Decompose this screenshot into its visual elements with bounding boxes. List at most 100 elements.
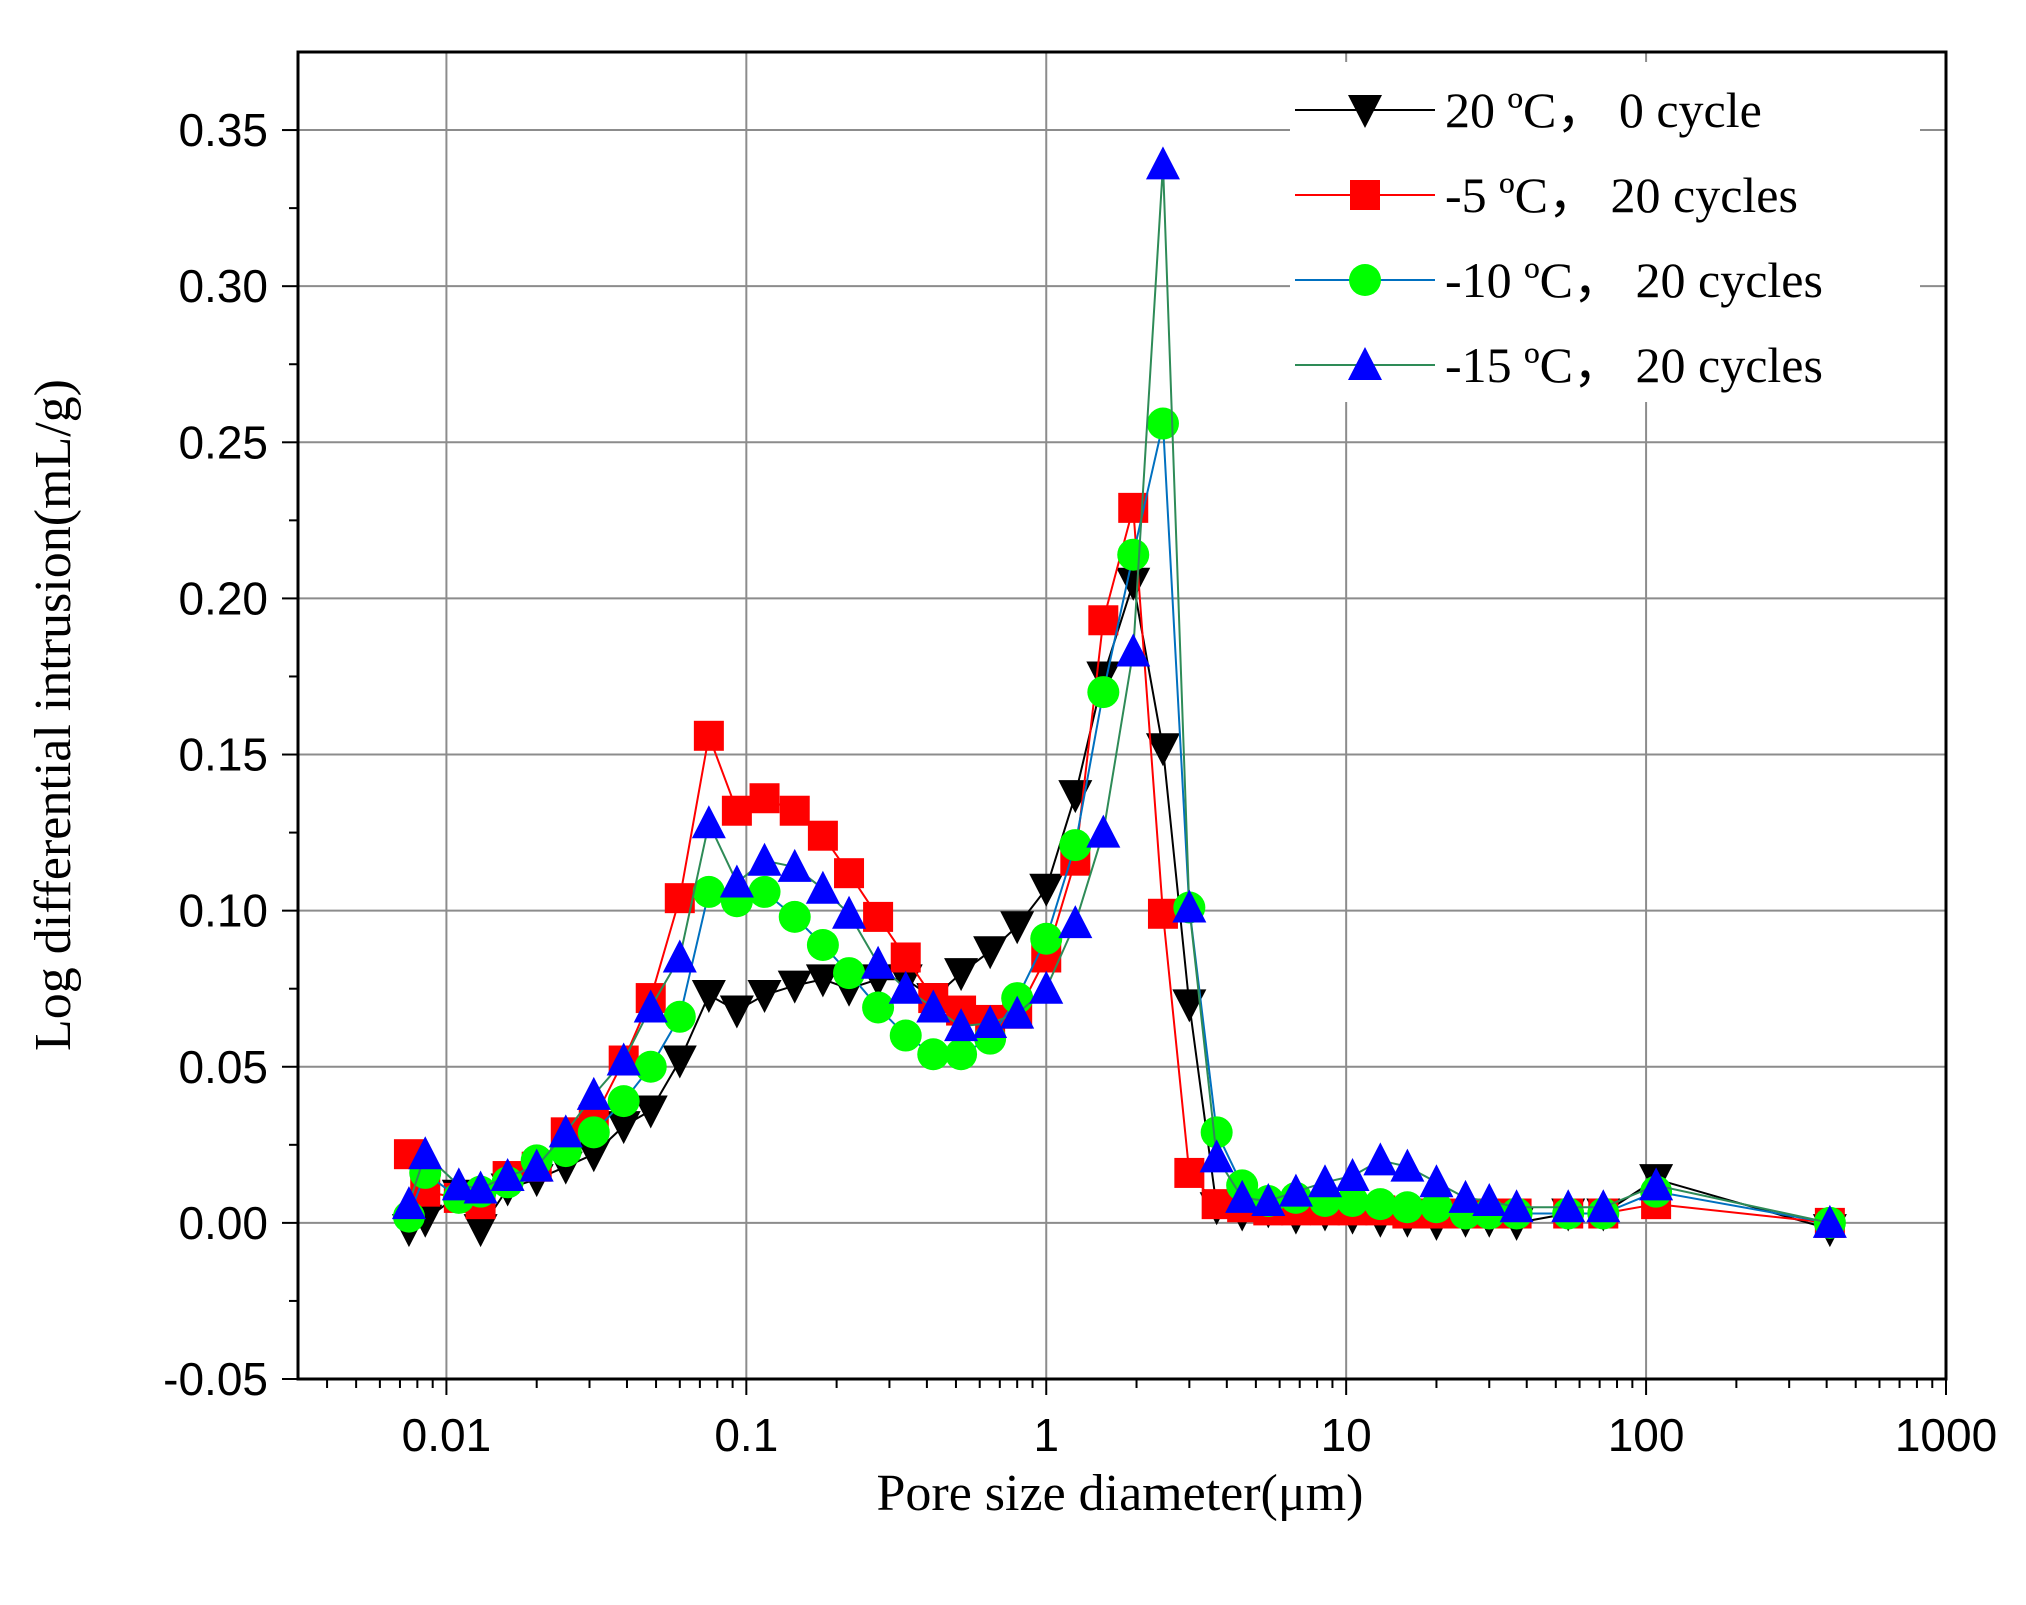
data-point bbox=[832, 895, 867, 929]
data-point bbox=[834, 858, 865, 889]
data-point bbox=[721, 795, 752, 826]
data-point bbox=[833, 957, 866, 990]
x-tick-label: 100 bbox=[1608, 1409, 1685, 1461]
legend-label: -15 ºC， 20 cycles bbox=[1445, 337, 1823, 393]
data-point bbox=[1391, 1191, 1424, 1224]
data-point bbox=[693, 720, 724, 751]
axes bbox=[296, 50, 1948, 1381]
data-point bbox=[1172, 989, 1207, 1023]
legend-box bbox=[1290, 62, 1920, 402]
data-point bbox=[408, 1136, 443, 1170]
data-point bbox=[1000, 995, 1035, 1029]
data-point bbox=[944, 958, 979, 992]
data-point bbox=[1088, 605, 1119, 636]
y-tick-label: 0.10 bbox=[178, 885, 268, 937]
y-tick-label: 0.35 bbox=[178, 104, 268, 156]
y-axis-title: Log differential intrusion(mL/g) bbox=[25, 379, 82, 1051]
legend: 20 ºC， 0 cycle -5 ºC， 20 cycles -10 ºC， 20… bbox=[1290, 62, 1920, 402]
data-point bbox=[519, 1148, 554, 1182]
data-point bbox=[1551, 1189, 1586, 1223]
legend-marker bbox=[1348, 95, 1382, 128]
data-point bbox=[1174, 1157, 1205, 1188]
data-point bbox=[606, 1042, 641, 1076]
data-point bbox=[663, 1000, 696, 1033]
data-point bbox=[888, 970, 923, 1004]
data-point bbox=[1200, 1116, 1233, 1149]
data-point bbox=[1145, 146, 1180, 180]
series-4 bbox=[391, 146, 1847, 1238]
data-point bbox=[576, 1076, 611, 1110]
data-point bbox=[1419, 1164, 1454, 1198]
data-point bbox=[777, 848, 812, 882]
data-point bbox=[606, 1111, 641, 1145]
data-point bbox=[805, 964, 840, 998]
data-point bbox=[777, 970, 812, 1004]
data-point bbox=[778, 900, 811, 933]
plot-frame bbox=[296, 50, 1948, 1381]
data-point bbox=[747, 979, 782, 1013]
y-tick-label: 0.20 bbox=[178, 572, 268, 624]
legend-entry: 20 ºC， 0 cycle bbox=[1295, 82, 1762, 138]
data-point bbox=[1116, 567, 1151, 601]
x-tick-label: 1000 bbox=[1895, 1409, 1997, 1461]
data-point bbox=[917, 1038, 950, 1071]
data-point bbox=[944, 1008, 979, 1042]
data-point bbox=[1000, 911, 1035, 945]
legend-entry: -10 ºC， 20 cycles bbox=[1295, 252, 1823, 308]
data-point bbox=[607, 1085, 640, 1118]
data-point bbox=[945, 1038, 978, 1071]
data-point bbox=[748, 875, 781, 908]
data-point bbox=[1087, 676, 1120, 709]
x-tick-label: 10 bbox=[1321, 1409, 1372, 1461]
x-tick-label: 0.1 bbox=[714, 1409, 778, 1461]
data-point bbox=[548, 1114, 583, 1148]
x-axis-title: Pore size diameter(μm) bbox=[876, 1465, 1363, 1522]
data-point bbox=[1251, 1183, 1286, 1217]
y-tick-label: 0.15 bbox=[178, 729, 268, 781]
data-point bbox=[577, 1116, 610, 1149]
data-point bbox=[1147, 898, 1178, 929]
data-point bbox=[633, 1095, 668, 1129]
data-point bbox=[747, 842, 782, 876]
y-tick-label: 0.30 bbox=[178, 260, 268, 312]
grid-lines bbox=[298, 52, 1946, 1379]
y-tick-label: -0.05 bbox=[163, 1353, 268, 1405]
data-point bbox=[973, 936, 1008, 970]
data-point bbox=[1335, 1158, 1370, 1192]
data-series bbox=[391, 146, 1847, 1248]
data-point bbox=[1029, 873, 1064, 907]
data-point bbox=[1199, 1139, 1234, 1173]
data-point bbox=[749, 783, 780, 814]
data-point bbox=[441, 1167, 476, 1201]
legend-label: -10 ºC， 20 cycles bbox=[1445, 252, 1823, 308]
axis-ticks: 0.01 0.1 1 10 100 1000 -0.05 0.00 0.05 0.10 0.15 0.… bbox=[163, 104, 1997, 1461]
legend-marker bbox=[1350, 180, 1380, 210]
data-point bbox=[862, 991, 895, 1024]
data-point bbox=[1172, 889, 1207, 923]
data-point bbox=[662, 1045, 697, 1079]
data-point bbox=[1086, 814, 1121, 848]
data-point bbox=[1586, 1189, 1621, 1223]
data-point bbox=[1059, 829, 1092, 862]
data-point bbox=[391, 1186, 426, 1220]
y-tick-label: 0.00 bbox=[178, 1197, 268, 1249]
data-point bbox=[1146, 407, 1179, 440]
x-tick-label: 1 bbox=[1033, 1409, 1059, 1461]
legend-label: 20 ºC， 0 cycle bbox=[1445, 82, 1762, 138]
legend-entry: -15 ºC， 20 cycles bbox=[1295, 337, 1823, 393]
legend-label: -5 ºC， 20 cycles bbox=[1445, 167, 1798, 223]
data-point bbox=[889, 1019, 922, 1052]
legend-marker bbox=[1348, 347, 1382, 380]
data-point bbox=[490, 1158, 525, 1192]
data-point bbox=[1029, 970, 1064, 1004]
data-point bbox=[807, 820, 838, 851]
data-point bbox=[1225, 1179, 1260, 1213]
data-point bbox=[1639, 1167, 1674, 1201]
data-point bbox=[805, 870, 840, 904]
data-point bbox=[916, 989, 951, 1023]
legend-entry: -5 ºC， 20 cycles bbox=[1295, 167, 1798, 223]
data-point bbox=[633, 989, 668, 1023]
legend-marker bbox=[1349, 264, 1381, 296]
data-point bbox=[463, 1214, 498, 1248]
